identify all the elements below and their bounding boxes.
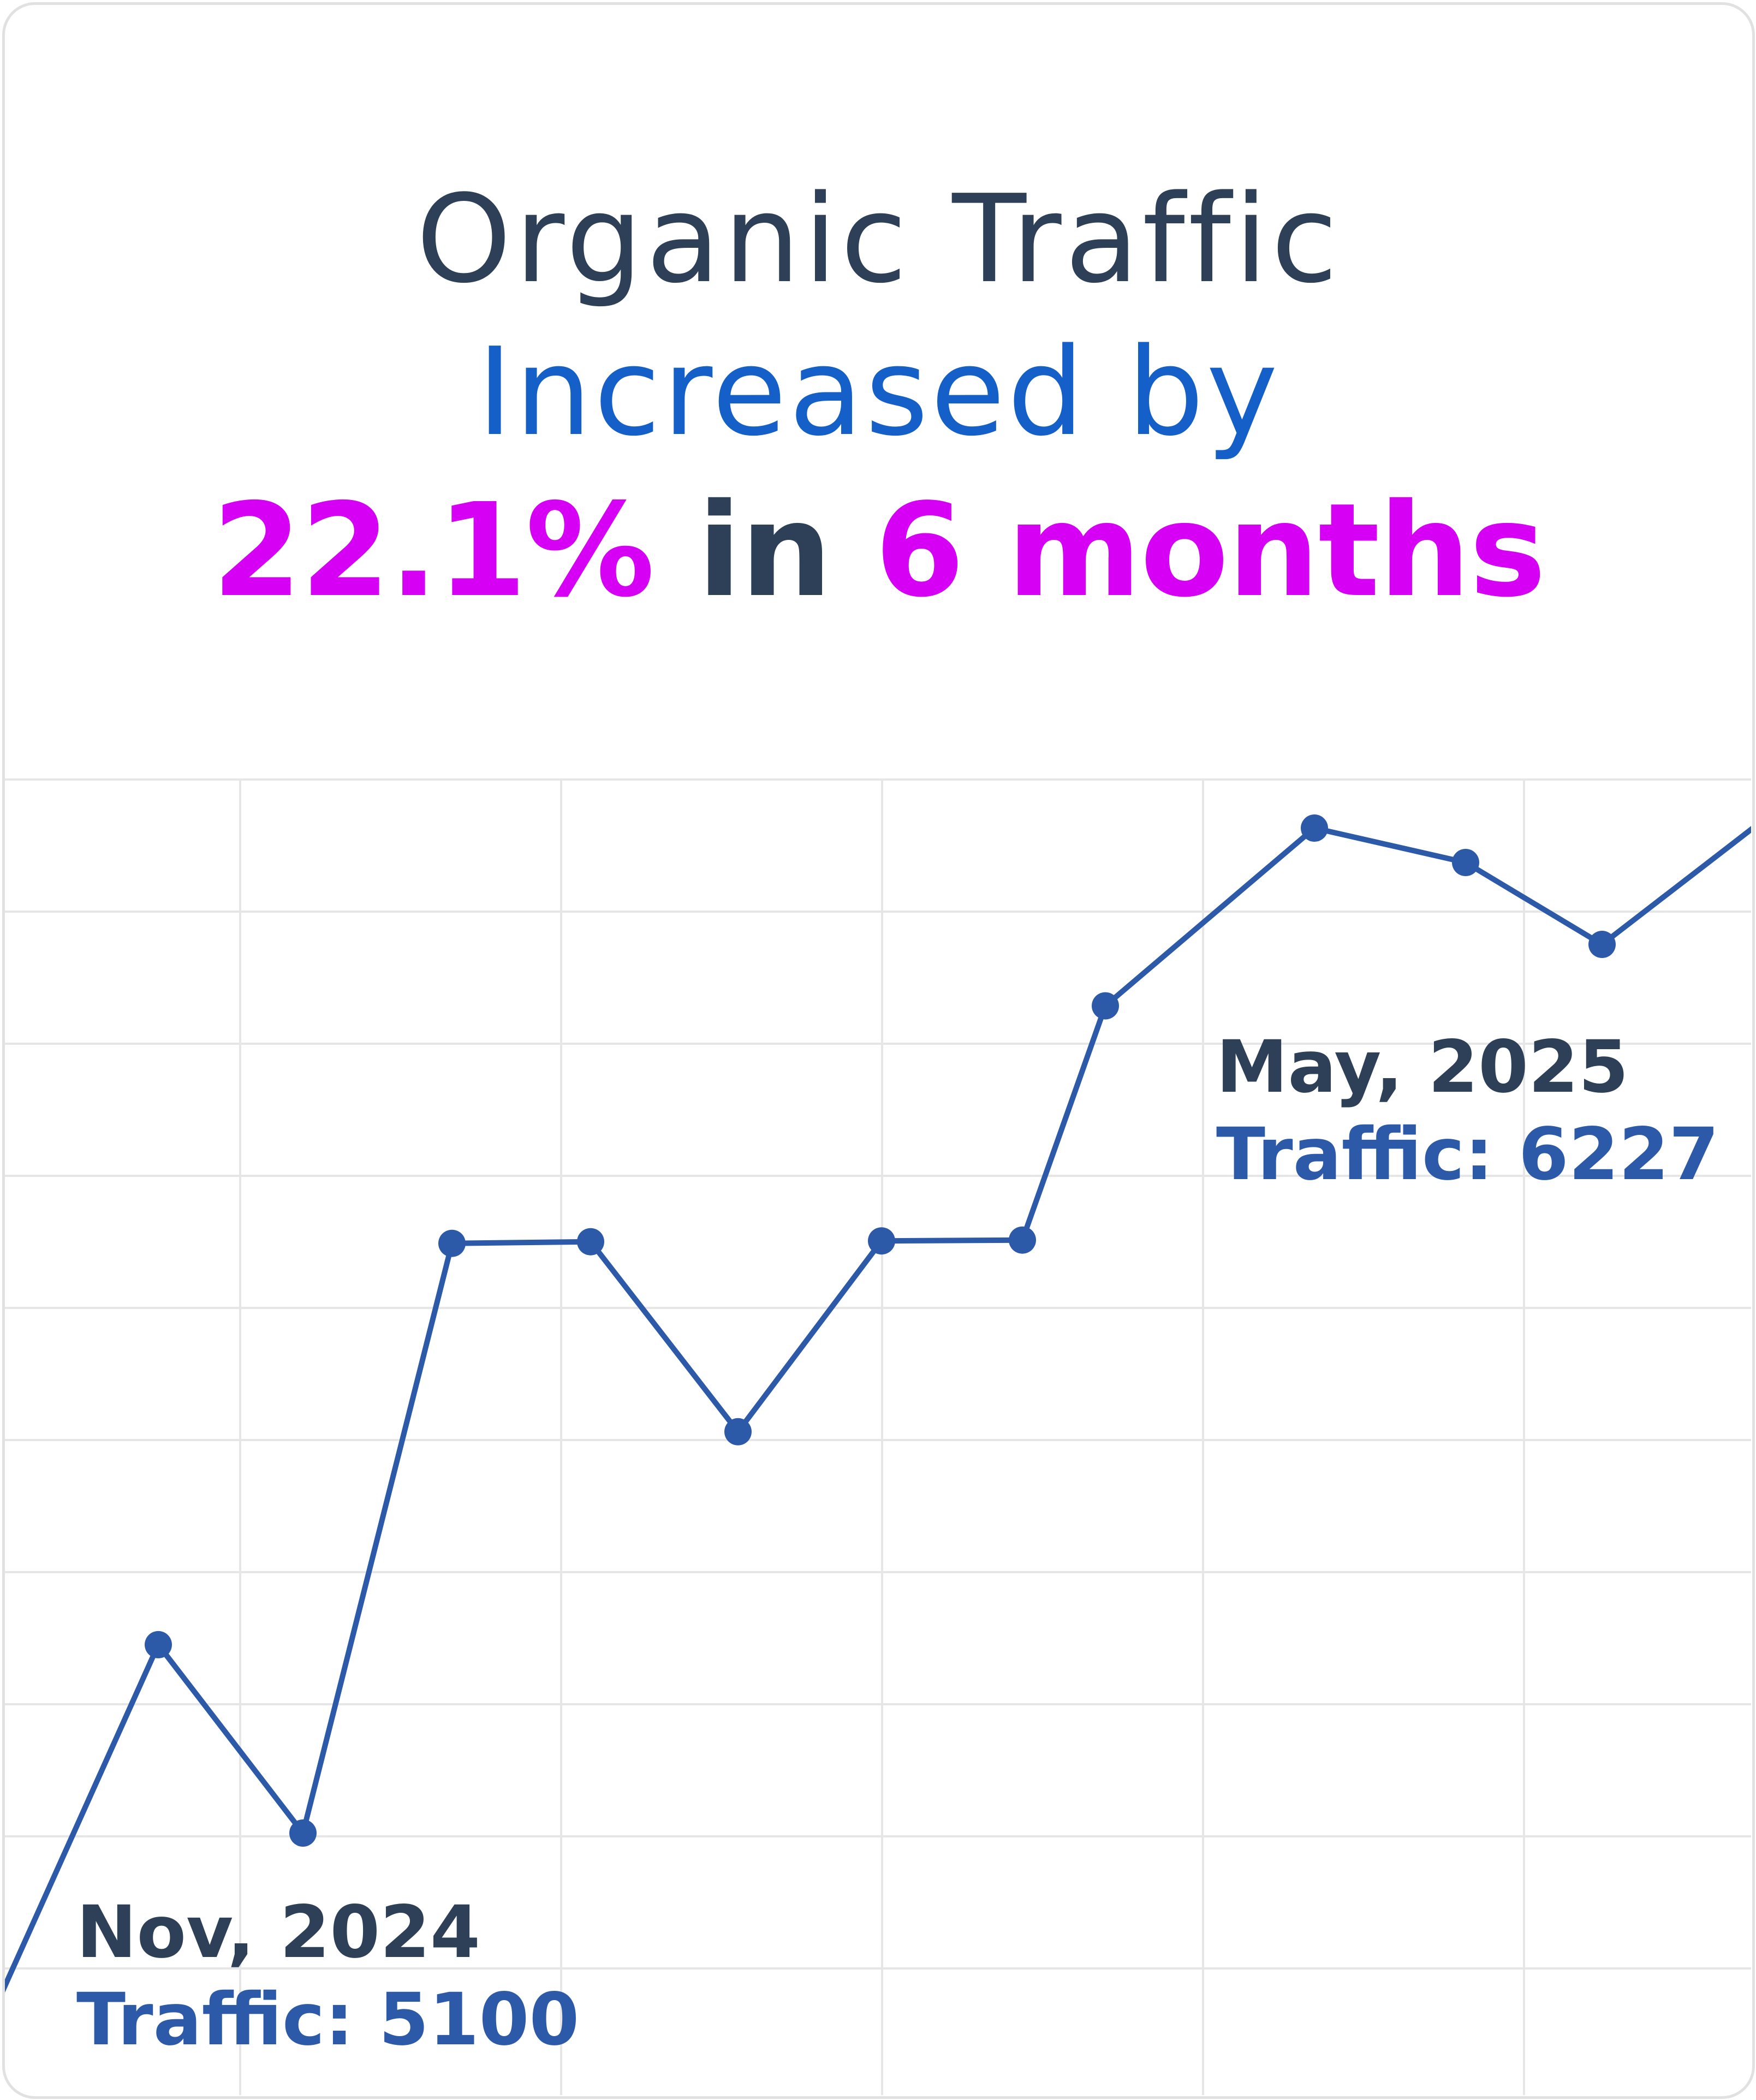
chart-grid: [5, 778, 1751, 2095]
headline-line-1: Organic Traffic: [5, 169, 1752, 311]
headline-organic-traffic: Organic Traffic: [416, 169, 1341, 310]
headline-period: 6 months: [874, 475, 1546, 626]
headline-increased-by: Increased by: [477, 322, 1281, 463]
headline-line-3: 22.1% in 6 months: [5, 474, 1752, 627]
headline-in: in: [653, 475, 875, 626]
data-point: [724, 1418, 752, 1445]
annotation-end-value: Traffic: 6227: [1216, 1113, 1719, 1197]
data-point: [577, 1228, 604, 1256]
data-point: [1092, 992, 1119, 1020]
annotation-end-date: May, 2025: [1216, 1025, 1629, 1109]
annotation-start-value: Traffic: 5100: [76, 1978, 579, 2062]
data-point: [1009, 1226, 1036, 1254]
data-point: [438, 1229, 466, 1257]
data-point: [145, 1631, 172, 1658]
headline-percent: 22.1%: [212, 475, 655, 626]
data-point: [1301, 814, 1328, 842]
data-point: [1452, 849, 1479, 877]
headline-line-2: Increased by: [5, 322, 1752, 463]
data-point: [868, 1227, 895, 1255]
annotation-start-date: Nov, 2024: [76, 1890, 480, 1974]
series-line: [5, 823, 1751, 2000]
data-point: [289, 1819, 317, 1847]
chart-series: [5, 814, 1751, 2000]
data-point: [1588, 931, 1616, 959]
